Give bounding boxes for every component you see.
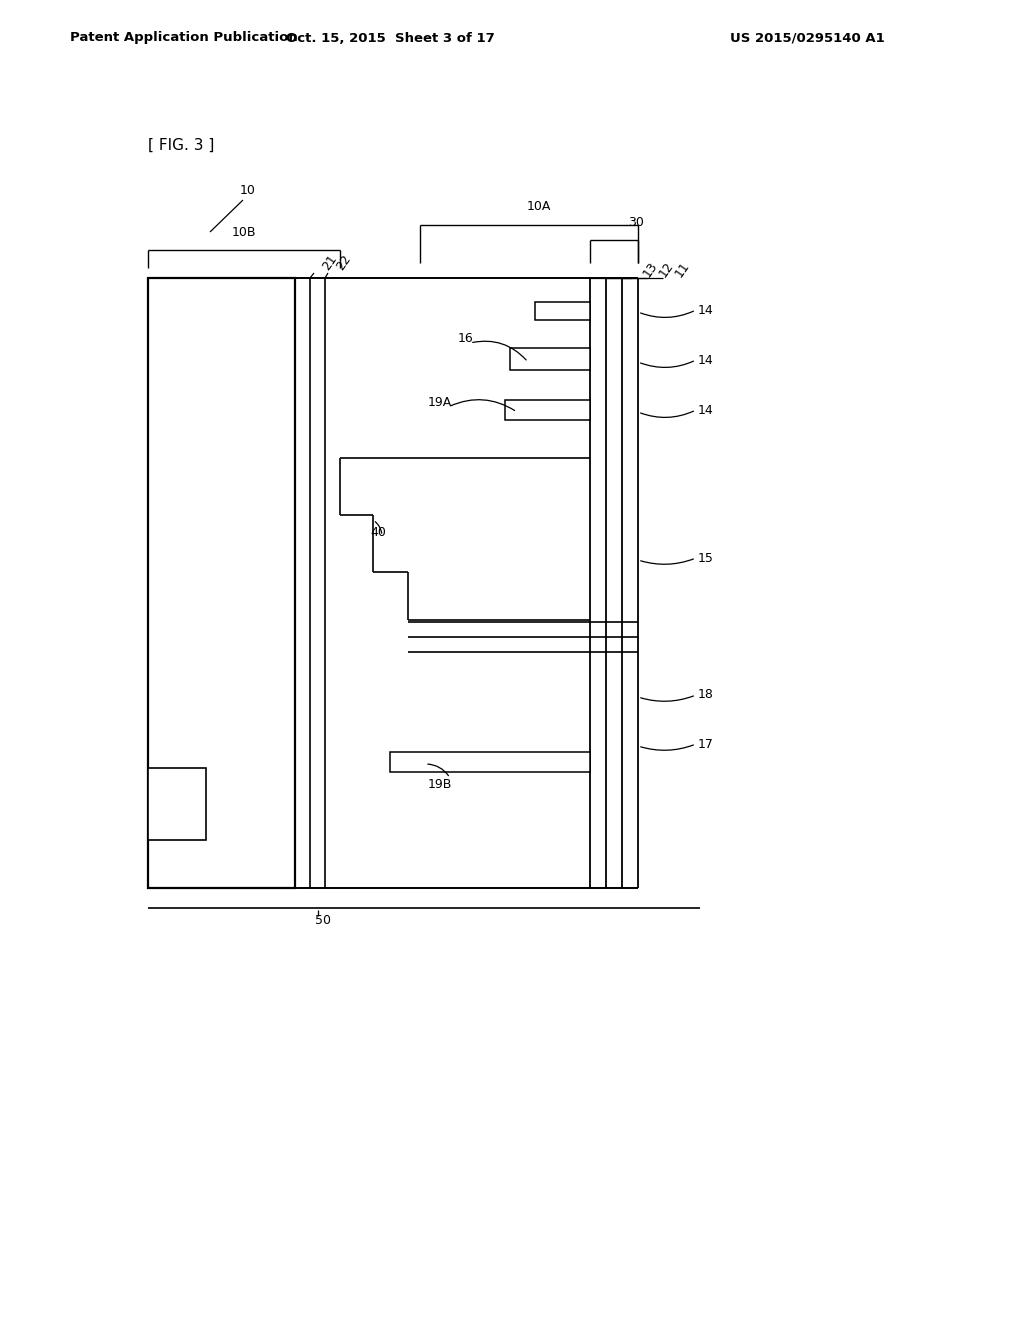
Text: 22: 22 — [334, 253, 353, 273]
Bar — [505, 400, 590, 420]
Bar — [148, 768, 206, 840]
Text: Patent Application Publication: Patent Application Publication — [70, 32, 298, 45]
Bar — [535, 302, 590, 319]
Text: 18: 18 — [698, 689, 714, 701]
Text: 21: 21 — [319, 253, 340, 273]
Text: US 2015/0295140 A1: US 2015/0295140 A1 — [730, 32, 885, 45]
Text: 40: 40 — [370, 525, 386, 539]
Text: 15: 15 — [698, 552, 714, 565]
Text: 12: 12 — [656, 260, 676, 280]
Text: Oct. 15, 2015  Sheet 3 of 17: Oct. 15, 2015 Sheet 3 of 17 — [286, 32, 495, 45]
Text: 13: 13 — [640, 260, 659, 280]
Text: 11: 11 — [672, 260, 691, 280]
Bar — [510, 348, 590, 370]
Text: 50: 50 — [315, 913, 331, 927]
Text: 14: 14 — [698, 304, 714, 317]
Text: 14: 14 — [698, 354, 714, 367]
Text: 10B: 10B — [231, 227, 256, 239]
Bar — [390, 752, 590, 772]
Text: 17: 17 — [698, 738, 714, 751]
Text: 14: 14 — [698, 404, 714, 417]
Text: 10A: 10A — [526, 201, 551, 214]
Text: 16: 16 — [458, 331, 474, 345]
Bar — [148, 279, 295, 888]
Text: 30: 30 — [628, 216, 644, 230]
Text: [ FIG. 3 ]: [ FIG. 3 ] — [148, 137, 214, 153]
Text: 19B: 19B — [428, 779, 453, 792]
Text: 10: 10 — [240, 183, 256, 197]
Text: 19A: 19A — [428, 396, 453, 408]
